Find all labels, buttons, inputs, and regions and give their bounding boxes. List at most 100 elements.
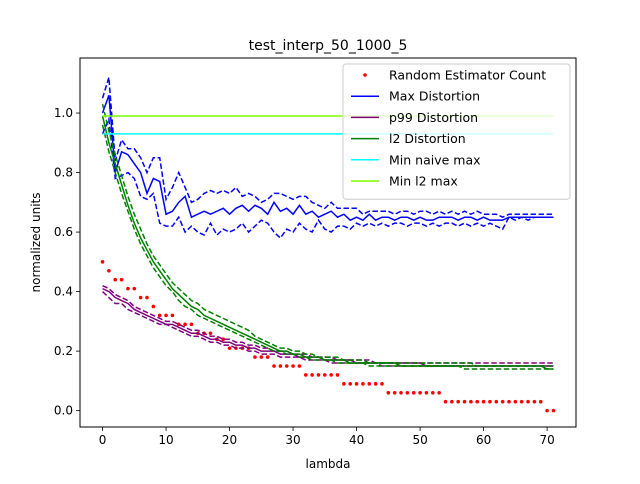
random-estimator-count-point xyxy=(475,399,480,404)
random-estimator-count-point xyxy=(405,390,410,395)
random-estimator-count-point xyxy=(100,260,105,264)
random-estimator-count-point xyxy=(316,373,321,377)
random-estimator-count-point xyxy=(424,390,429,395)
random-estimator-count-point xyxy=(437,390,441,395)
random-estimator-count-point xyxy=(488,399,492,404)
random-estimator-count-point xyxy=(151,304,156,309)
random-estimator-count-point xyxy=(456,399,460,404)
random-estimator-count-point xyxy=(380,382,384,386)
random-estimator-count-point xyxy=(348,382,353,386)
random-estimator-count-point xyxy=(545,408,549,413)
random-estimator-count-point xyxy=(526,399,530,404)
random-estimator-count-point xyxy=(329,373,333,377)
random-estimator-count-point xyxy=(157,313,162,318)
random-estimator-count-point xyxy=(132,286,137,291)
chart-title: test_interp_50_1000_5 xyxy=(249,38,408,54)
x-tick-label: 60 xyxy=(476,433,491,447)
random-estimator-count-point xyxy=(278,364,283,368)
max-distortion-line xyxy=(101,94,554,222)
random-estimator-count-point xyxy=(430,390,435,395)
random-estimator-count-point xyxy=(392,390,397,395)
random-estimator-count-point xyxy=(399,390,403,395)
y-tick-label: 0.4 xyxy=(54,285,73,299)
max-distortion-upper-bound xyxy=(101,77,554,219)
random-estimator-count-point xyxy=(361,382,365,386)
legend: Random Estimator Count Max Distortion p99 … xyxy=(342,63,571,200)
legend-item-l2-distortion: l2 Distortion xyxy=(351,131,466,146)
random-estimator-count-point xyxy=(450,399,454,404)
x-tick-label: 40 xyxy=(349,433,364,447)
legend-label: l2 Distortion xyxy=(389,131,466,146)
random-estimator-count-point xyxy=(494,399,499,404)
random-estimator-count-point xyxy=(145,295,149,300)
random-estimator-count-series xyxy=(100,260,556,413)
legend-box xyxy=(342,63,571,200)
random-estimator-count-point xyxy=(303,373,308,377)
x-axis: 0 10 20 30 40 50 60 70 xyxy=(99,427,555,447)
random-estimator-count-point xyxy=(323,373,327,377)
random-estimator-count-point xyxy=(138,295,143,300)
legend-label: p99 Distortion xyxy=(389,110,478,125)
random-estimator-count-point xyxy=(342,382,346,386)
legend-item-min-l2-max: Min l2 max xyxy=(351,174,458,189)
random-estimator-count-point xyxy=(551,408,556,413)
random-estimator-count-point xyxy=(513,399,518,404)
legend-item-max-distortion: Max Distortion xyxy=(351,89,480,104)
random-estimator-count-point xyxy=(272,364,276,368)
random-estimator-count-point xyxy=(183,322,187,327)
random-estimator-count-point xyxy=(265,355,270,359)
y-axis: 0.0 0.2 0.4 0.6 0.8 1.0 xyxy=(54,106,80,418)
random-estimator-count-point xyxy=(291,364,295,368)
random-estimator-count-point xyxy=(373,382,378,386)
x-axis-label: lambda xyxy=(306,457,351,471)
y-tick-label: 0.6 xyxy=(54,225,73,239)
random-estimator-count-point xyxy=(208,331,213,336)
random-estimator-count-point xyxy=(189,322,194,327)
legend-label: Min naive max xyxy=(389,152,481,167)
max-distortion-series xyxy=(101,77,554,240)
random-estimator-count-point xyxy=(532,399,537,404)
random-estimator-count-point xyxy=(126,286,130,291)
l2-distortion-line xyxy=(101,115,554,370)
random-estimator-count-point xyxy=(418,390,422,395)
random-estimator-count-point xyxy=(411,390,416,395)
random-estimator-count-point xyxy=(310,373,314,377)
random-estimator-count-point xyxy=(227,346,232,350)
random-estimator-count-point xyxy=(481,399,486,404)
random-estimator-count-point xyxy=(284,364,289,368)
random-estimator-count-point xyxy=(119,277,124,282)
random-estimator-count-point xyxy=(253,355,257,359)
y-tick-label: 1.0 xyxy=(54,106,73,120)
random-estimator-count-point xyxy=(469,399,473,404)
l2-distortion-series xyxy=(101,103,554,370)
random-estimator-count-point xyxy=(354,382,359,386)
axes-frame xyxy=(79,57,577,428)
random-estimator-count-point xyxy=(538,399,543,404)
y-tick-label: 0.8 xyxy=(54,166,73,180)
legend-item-min-naive-max: Min naive max xyxy=(351,152,481,167)
random-estimator-count-point xyxy=(386,390,391,395)
max-distortion-lower-bound xyxy=(101,116,554,240)
random-estimator-count-point xyxy=(367,382,372,386)
random-estimator-count-point xyxy=(335,373,340,377)
x-tick-label: 10 xyxy=(158,433,173,447)
random-estimator-count-point xyxy=(507,399,511,404)
legend-label: Max Distortion xyxy=(389,89,480,104)
x-tick-label: 70 xyxy=(539,433,554,447)
y-tick-label: 0.0 xyxy=(54,404,73,418)
random-estimator-count-point xyxy=(259,355,264,359)
random-estimator-count-point xyxy=(170,313,175,318)
random-estimator-count-point xyxy=(462,399,467,404)
random-estimator-count-point xyxy=(297,364,302,368)
y-tick-label: 0.2 xyxy=(54,344,73,358)
y-axis-label: normalized units xyxy=(29,193,43,293)
random-estimator-count-point xyxy=(164,313,168,318)
x-tick-label: 30 xyxy=(285,433,300,447)
x-tick-label: 20 xyxy=(222,433,237,447)
random-estimator-count-point xyxy=(519,399,524,404)
legend-label: Min l2 max xyxy=(389,174,458,189)
x-tick-label: 0 xyxy=(99,433,107,447)
x-tick-label: 50 xyxy=(412,433,427,447)
legend-marker xyxy=(363,73,367,77)
